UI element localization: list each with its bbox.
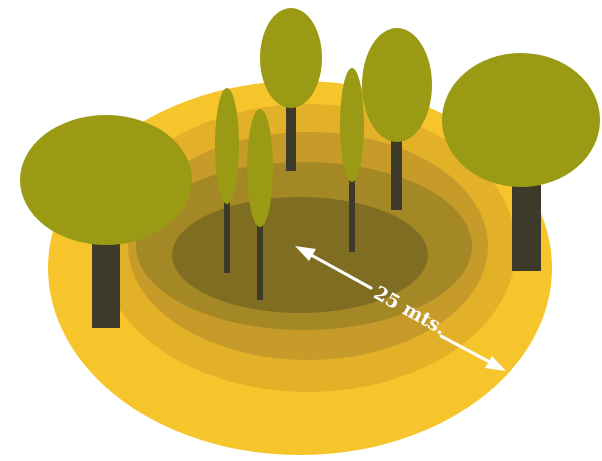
tree-canopy xyxy=(20,115,192,245)
tree-canopy xyxy=(260,8,322,108)
tree-thin-1 xyxy=(215,88,239,273)
arrowhead-start xyxy=(295,246,316,261)
distance-arrow xyxy=(295,246,506,371)
tree-thin-3 xyxy=(247,109,273,300)
tree-canopy xyxy=(340,68,364,182)
tree-trunk xyxy=(224,180,230,273)
tree-trunk xyxy=(391,124,402,210)
tree-trunk xyxy=(512,185,541,271)
tree-canopy xyxy=(247,109,273,227)
tree-trunk xyxy=(92,238,120,328)
arrow-shaft-upper xyxy=(300,248,373,290)
tree-trunk xyxy=(286,95,296,171)
tree-trunk xyxy=(257,210,263,300)
tree-large-left xyxy=(20,115,192,328)
tree-thin-2 xyxy=(340,68,364,252)
tree-trunk xyxy=(349,172,355,252)
tree-back-left xyxy=(260,8,322,171)
tree-back-right xyxy=(362,28,432,210)
tree-large-right xyxy=(442,53,600,271)
tree-canopy xyxy=(442,53,600,187)
tree-canopy xyxy=(215,88,239,204)
arrowhead-end xyxy=(485,356,506,371)
tree-canopy xyxy=(362,28,432,142)
